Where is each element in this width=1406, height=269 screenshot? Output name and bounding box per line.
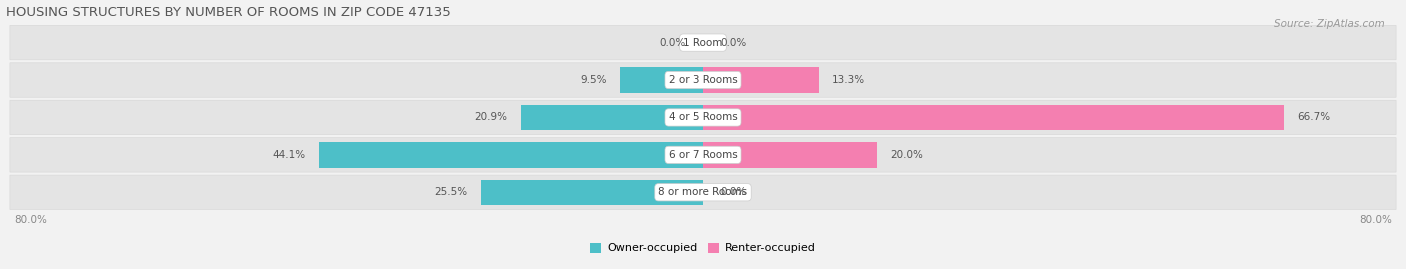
Text: 8 or more Rooms: 8 or more Rooms (658, 187, 748, 197)
Text: HOUSING STRUCTURES BY NUMBER OF ROOMS IN ZIP CODE 47135: HOUSING STRUCTURES BY NUMBER OF ROOMS IN… (6, 6, 450, 19)
Bar (703, 105, 1285, 130)
FancyBboxPatch shape (10, 63, 1396, 97)
Text: 80.0%: 80.0% (1358, 215, 1392, 225)
Text: 2 or 3 Rooms: 2 or 3 Rooms (669, 75, 737, 85)
Text: Source: ZipAtlas.com: Source: ZipAtlas.com (1274, 19, 1385, 29)
Text: 25.5%: 25.5% (434, 187, 468, 197)
Text: 1 Room: 1 Room (683, 38, 723, 48)
Text: 0.0%: 0.0% (720, 38, 747, 48)
Text: 80.0%: 80.0% (14, 215, 48, 225)
Text: 4 or 5 Rooms: 4 or 5 Rooms (669, 112, 737, 122)
FancyBboxPatch shape (10, 100, 1396, 135)
Text: 13.3%: 13.3% (832, 75, 865, 85)
Bar (703, 67, 818, 93)
FancyBboxPatch shape (10, 138, 1396, 172)
FancyBboxPatch shape (10, 175, 1396, 210)
Bar (481, 180, 703, 205)
Text: 44.1%: 44.1% (273, 150, 305, 160)
Text: 0.0%: 0.0% (720, 187, 747, 197)
Text: 9.5%: 9.5% (581, 75, 607, 85)
Bar (520, 105, 703, 130)
Text: 6 or 7 Rooms: 6 or 7 Rooms (669, 150, 737, 160)
Text: 66.7%: 66.7% (1298, 112, 1330, 122)
Text: 0.0%: 0.0% (659, 38, 686, 48)
Bar (319, 142, 703, 168)
Bar (620, 67, 703, 93)
Bar (703, 142, 877, 168)
FancyBboxPatch shape (10, 25, 1396, 60)
Text: 20.0%: 20.0% (890, 150, 924, 160)
Legend: Owner-occupied, Renter-occupied: Owner-occupied, Renter-occupied (586, 238, 820, 258)
Text: 20.9%: 20.9% (475, 112, 508, 122)
